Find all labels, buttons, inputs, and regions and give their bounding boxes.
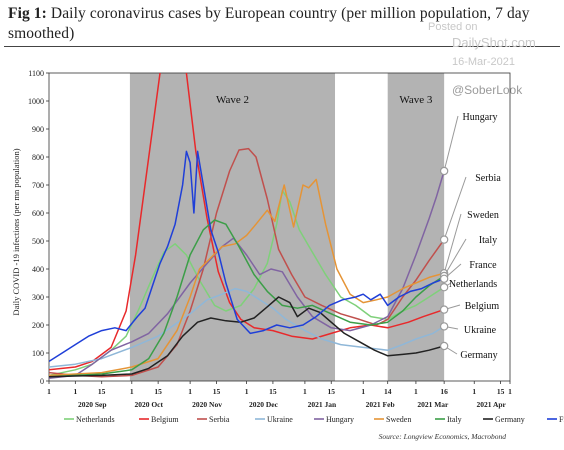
callout-label-sweden: Sweden bbox=[467, 210, 499, 221]
callout-label-germany: Germany bbox=[460, 350, 497, 361]
callout-label-serbia: Serbia bbox=[475, 173, 501, 184]
y-tick-label: 0 bbox=[40, 377, 44, 386]
y-tick-label: 1100 bbox=[28, 69, 44, 78]
chart-title: Fig 1: Daily coronavirus cases by Europe… bbox=[8, 4, 558, 44]
figure-title-text: Daily coronavirus cases by European coun… bbox=[8, 5, 530, 42]
callout-line-hungary bbox=[443, 115, 459, 172]
callout-label-hungary: Hungary bbox=[463, 112, 498, 123]
x-tick-label: 1 bbox=[303, 387, 307, 396]
x-month-label: 2020 Sep bbox=[78, 400, 107, 409]
x-tick-label: 15 bbox=[154, 387, 162, 396]
legend-label-serbia: Serbia bbox=[209, 415, 230, 424]
x-month-label: 2021 Apr bbox=[476, 400, 506, 409]
x-tick-label: 1 bbox=[472, 387, 476, 396]
x-tick-label: 15 bbox=[213, 387, 221, 396]
legend-label-germany: Germany bbox=[495, 415, 525, 424]
x-tick-label: 15 bbox=[327, 387, 335, 396]
chart-source: Source: Longview Economics, Macrobond bbox=[378, 432, 506, 441]
legend-label-sweden: Sweden bbox=[386, 415, 411, 424]
x-tick-label: 1 bbox=[130, 387, 134, 396]
y-tick-label: 900 bbox=[32, 125, 44, 134]
y-tick-label: 800 bbox=[32, 153, 44, 162]
x-tick-label: 1 bbox=[361, 387, 365, 396]
y-tick-label: 1000 bbox=[28, 97, 44, 106]
x-month-label: 2021 Jan bbox=[308, 400, 337, 409]
x-month-label: 2021 Mar bbox=[417, 400, 449, 409]
callout-marker-serbia bbox=[439, 235, 449, 244]
title-divider bbox=[4, 46, 560, 47]
callout-label-ukraine: Ukraine bbox=[464, 325, 497, 336]
series-line-belgium bbox=[49, 73, 445, 371]
callout-marker-belgium bbox=[439, 305, 449, 314]
watermark-handle: @SoberLook bbox=[452, 83, 523, 97]
callout-line-sweden bbox=[443, 213, 462, 274]
watermark-posted: Posted on bbox=[428, 21, 478, 33]
x-tick-label: 1 bbox=[245, 387, 249, 396]
y-tick-label: 700 bbox=[32, 181, 44, 190]
series-line-netherlands bbox=[49, 189, 445, 377]
series-line-serbia bbox=[49, 147, 445, 378]
series-line-sweden bbox=[49, 178, 445, 377]
callout-label-belgium: Belgium bbox=[465, 301, 500, 312]
plot-frame bbox=[48, 72, 511, 382]
callout-label-netherlands: Netherlands bbox=[449, 279, 497, 290]
y-tick-label: 400 bbox=[32, 265, 44, 274]
y-tick-label: 600 bbox=[32, 209, 44, 218]
x-tick-label: 15 bbox=[269, 387, 277, 396]
x-month-label: 2020 Oct bbox=[134, 400, 163, 409]
callout-label-france: France bbox=[469, 260, 497, 271]
legend-label-belgium: Belgium bbox=[151, 415, 179, 424]
y-tick-label: 200 bbox=[32, 321, 44, 330]
series-line-italy bbox=[49, 219, 445, 378]
figure-label: Fig 1: bbox=[8, 5, 47, 22]
x-tick-label: 14 bbox=[384, 387, 392, 396]
legend-label-ukraine: Ukraine bbox=[267, 415, 293, 424]
legend-label-netherlands: Netherlands bbox=[76, 415, 115, 424]
callout-marker-hungary bbox=[439, 166, 449, 176]
x-tick-label: 15 bbox=[98, 387, 106, 396]
x-tick-label: 16 bbox=[440, 387, 448, 396]
x-tick-label: 15 bbox=[497, 387, 505, 396]
callout-marker-germany bbox=[439, 341, 449, 351]
callout-label-italy: Italy bbox=[479, 235, 497, 246]
callout-line-italy bbox=[443, 238, 467, 277]
series-line-france bbox=[49, 150, 445, 363]
x-tick-label: 1 bbox=[508, 387, 512, 396]
callout-marker-ukraine bbox=[439, 322, 449, 331]
x-month-label: 2021 Feb bbox=[366, 400, 395, 409]
wave-label-2: Wave 2 bbox=[216, 94, 249, 106]
x-tick-label: 1 bbox=[47, 387, 51, 396]
y-axis-label: Daily COVID -19 infections (per mn popul… bbox=[11, 148, 21, 315]
x-month-label: 2020 Dec bbox=[249, 400, 279, 409]
wave-region-2 bbox=[129, 73, 336, 381]
legend-label-hungary: Hungary bbox=[326, 415, 354, 424]
series-line-hungary bbox=[49, 170, 445, 379]
series-line-germany bbox=[49, 296, 445, 378]
callout-marker-france bbox=[439, 274, 449, 283]
callout-marker-netherlands bbox=[439, 283, 449, 292]
x-tick-label: 1 bbox=[188, 387, 192, 396]
x-tick-label: 1 bbox=[73, 387, 77, 396]
x-month-label: 2020 Nov bbox=[192, 400, 222, 409]
y-tick-label: 300 bbox=[32, 293, 44, 302]
y-tick-label: 500 bbox=[32, 237, 44, 246]
wave-region-3 bbox=[387, 73, 445, 381]
series-line-ukraine bbox=[49, 287, 445, 368]
x-tick-label: 1 bbox=[414, 387, 418, 396]
wave-label-3: Wave 3 bbox=[399, 94, 433, 106]
y-tick-label: 100 bbox=[32, 349, 44, 358]
watermark-date: 16-Mar-2021 bbox=[452, 56, 515, 68]
watermark-site: DailyShot.com bbox=[452, 35, 536, 50]
callout-line-serbia bbox=[443, 176, 467, 240]
legend-label-france: France bbox=[559, 415, 564, 424]
legend-label-italy: Italy bbox=[447, 415, 462, 424]
